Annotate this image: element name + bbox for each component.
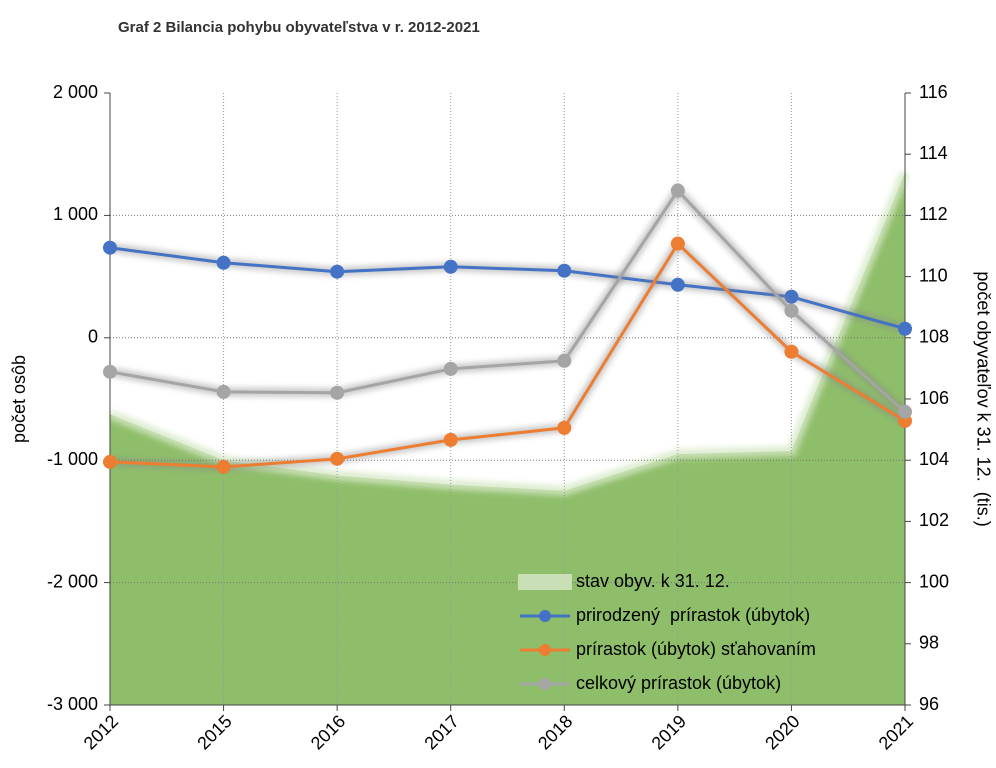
marker — [103, 454, 117, 469]
marker — [330, 451, 345, 466]
y2-tick-label: 108 — [919, 327, 949, 347]
marker — [216, 384, 231, 399]
area — [110, 172, 905, 705]
x-tick-label: 2017 — [420, 711, 462, 753]
chart-title: Graf 2 Bilancia pohybu obyvateľstva v r.… — [118, 19, 480, 36]
marker — [784, 289, 799, 304]
legend-label: prírastok (úbytok) sťahovaním — [576, 639, 816, 659]
y-tick-label: 0 — [88, 327, 98, 347]
y2-axis-label: počet obyvateľov k 31. 12. (tis.) — [973, 271, 993, 526]
legend-swatch — [518, 574, 572, 590]
marker — [670, 236, 685, 251]
y-tick-label: -2 000 — [47, 571, 98, 591]
marker — [443, 361, 458, 376]
marker — [216, 459, 231, 474]
marker — [898, 321, 912, 336]
marker — [443, 432, 458, 447]
y-tick-label: -3 000 — [47, 694, 98, 714]
x-tick-label: 2018 — [534, 711, 576, 753]
y2-tick-label: 100 — [919, 571, 949, 591]
y2-tick-label: 112 — [919, 204, 948, 224]
y-tick-label: -1 000 — [47, 449, 98, 469]
y-tick-label: 1 000 — [53, 204, 98, 224]
marker — [443, 259, 458, 274]
x-tick-label: 2015 — [193, 711, 235, 753]
y-axis-label: počet osôb — [9, 355, 29, 443]
y-tick-label: 2 000 — [53, 82, 98, 102]
marker — [670, 183, 685, 198]
legend-marker — [539, 610, 551, 622]
marker — [784, 303, 799, 318]
y2-tick-label: 96 — [919, 694, 939, 714]
y2-tick-label: 104 — [919, 449, 949, 469]
line-shadow — [109, 183, 908, 416]
area-edge — [108, 170, 910, 496]
legend-marker — [539, 644, 551, 656]
y2-tick-label: 102 — [919, 510, 949, 530]
marker — [216, 255, 231, 270]
x-tick-label: 2019 — [648, 711, 690, 753]
line — [109, 241, 906, 469]
y2-tick-label: 106 — [919, 388, 949, 408]
line — [109, 188, 906, 413]
marker — [103, 364, 117, 379]
y2-tick-label: 98 — [919, 633, 939, 653]
marker — [784, 344, 799, 359]
x-tick-label: 2020 — [761, 711, 803, 753]
x-tick-label: 2021 — [875, 711, 917, 753]
y2-tick-label: 116 — [919, 82, 948, 102]
marker — [557, 353, 572, 368]
marker — [557, 263, 572, 278]
legend-label: prirodzený prírastok (úbytok) — [576, 605, 810, 625]
x-tick-label: 2012 — [80, 711, 122, 753]
marker — [898, 404, 912, 419]
legend-marker — [539, 678, 551, 690]
marker — [330, 385, 345, 400]
marker — [330, 264, 345, 279]
legend-label: celkový prírastok (úbytok) — [576, 673, 781, 693]
marker — [103, 240, 117, 255]
y2-tick-label: 110 — [919, 265, 948, 285]
marker — [557, 420, 572, 435]
x-tick-label: 2016 — [307, 711, 349, 753]
y2-tick-label: 114 — [919, 143, 948, 163]
marker — [670, 277, 685, 292]
legend-label: stav obyv. k 31. 12. — [576, 571, 730, 591]
